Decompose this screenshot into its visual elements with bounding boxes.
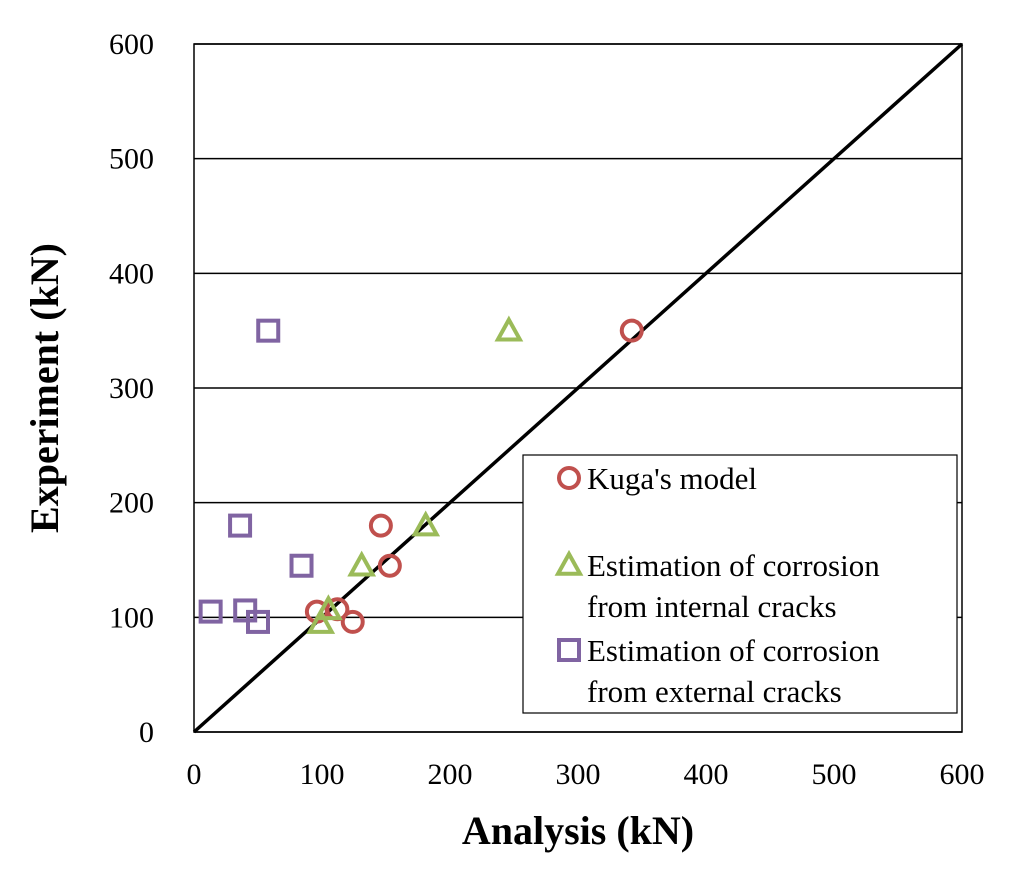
legend-label: from external cracks — [587, 674, 842, 709]
circle-point — [368, 513, 393, 538]
legend: Kuga's model Estimation of corrosion from … — [522, 454, 958, 714]
circle-point — [377, 553, 402, 578]
circle-point — [619, 318, 644, 343]
square-point — [198, 599, 223, 624]
legend-circle-marker — [557, 466, 581, 490]
triangle-point — [306, 607, 336, 634]
x-tick-label: 600 — [940, 758, 985, 791]
series-triangle — [306, 315, 524, 634]
triangle-point — [494, 315, 524, 342]
legend-box — [522, 454, 958, 714]
x-tick-label: 300 — [556, 758, 601, 791]
y-tick-labels: 0 100 200 300 400 500 600 — [109, 28, 154, 749]
y-tick-label: 400 — [109, 257, 154, 290]
triangle-point — [411, 510, 441, 537]
x-tick-label: 200 — [428, 758, 473, 791]
circle-point — [340, 609, 365, 634]
x-tick-label: 100 — [300, 758, 345, 791]
y-tick-label: 500 — [109, 143, 154, 176]
x-axis-title: Analysis (kN) — [462, 808, 694, 853]
y-axis-title: Experiment (kN) — [22, 243, 67, 533]
y-tick-label: 100 — [109, 601, 154, 634]
y-tick-label: 200 — [109, 487, 154, 520]
legend-triangle-marker — [554, 549, 584, 576]
x-tick-label: 500 — [812, 758, 857, 791]
legend-label: Estimation of corrosion — [587, 548, 880, 583]
x-tick-labels: 0 100 200 300 400 500 600 — [187, 758, 985, 791]
data-points — [198, 315, 644, 634]
x-tick-label: 400 — [684, 758, 729, 791]
legend-entry: Estimation of corrosion from internal cra… — [554, 548, 880, 624]
legend-square-marker — [557, 638, 581, 662]
legend-label: from internal cracks — [587, 589, 837, 624]
legend-label: Estimation of corrosion — [587, 633, 880, 668]
plot-area — [193, 43, 963, 733]
legend-label: Kuga's model — [587, 461, 757, 496]
x-tick-label: 0 — [187, 758, 202, 791]
y-tick-label: 600 — [109, 28, 154, 61]
y-tick-label: 300 — [109, 372, 154, 405]
legend-entry: Estimation of corrosion from external cra… — [557, 633, 880, 709]
square-point — [246, 609, 270, 634]
series-square — [198, 318, 314, 634]
square-point — [256, 318, 281, 343]
square-point — [228, 513, 253, 538]
y-tick-label: 0 — [139, 716, 154, 749]
triangle-point — [347, 550, 377, 577]
triangle-point — [314, 594, 343, 621]
square-point — [289, 553, 314, 578]
legend-entry: Kuga's model — [557, 461, 757, 496]
